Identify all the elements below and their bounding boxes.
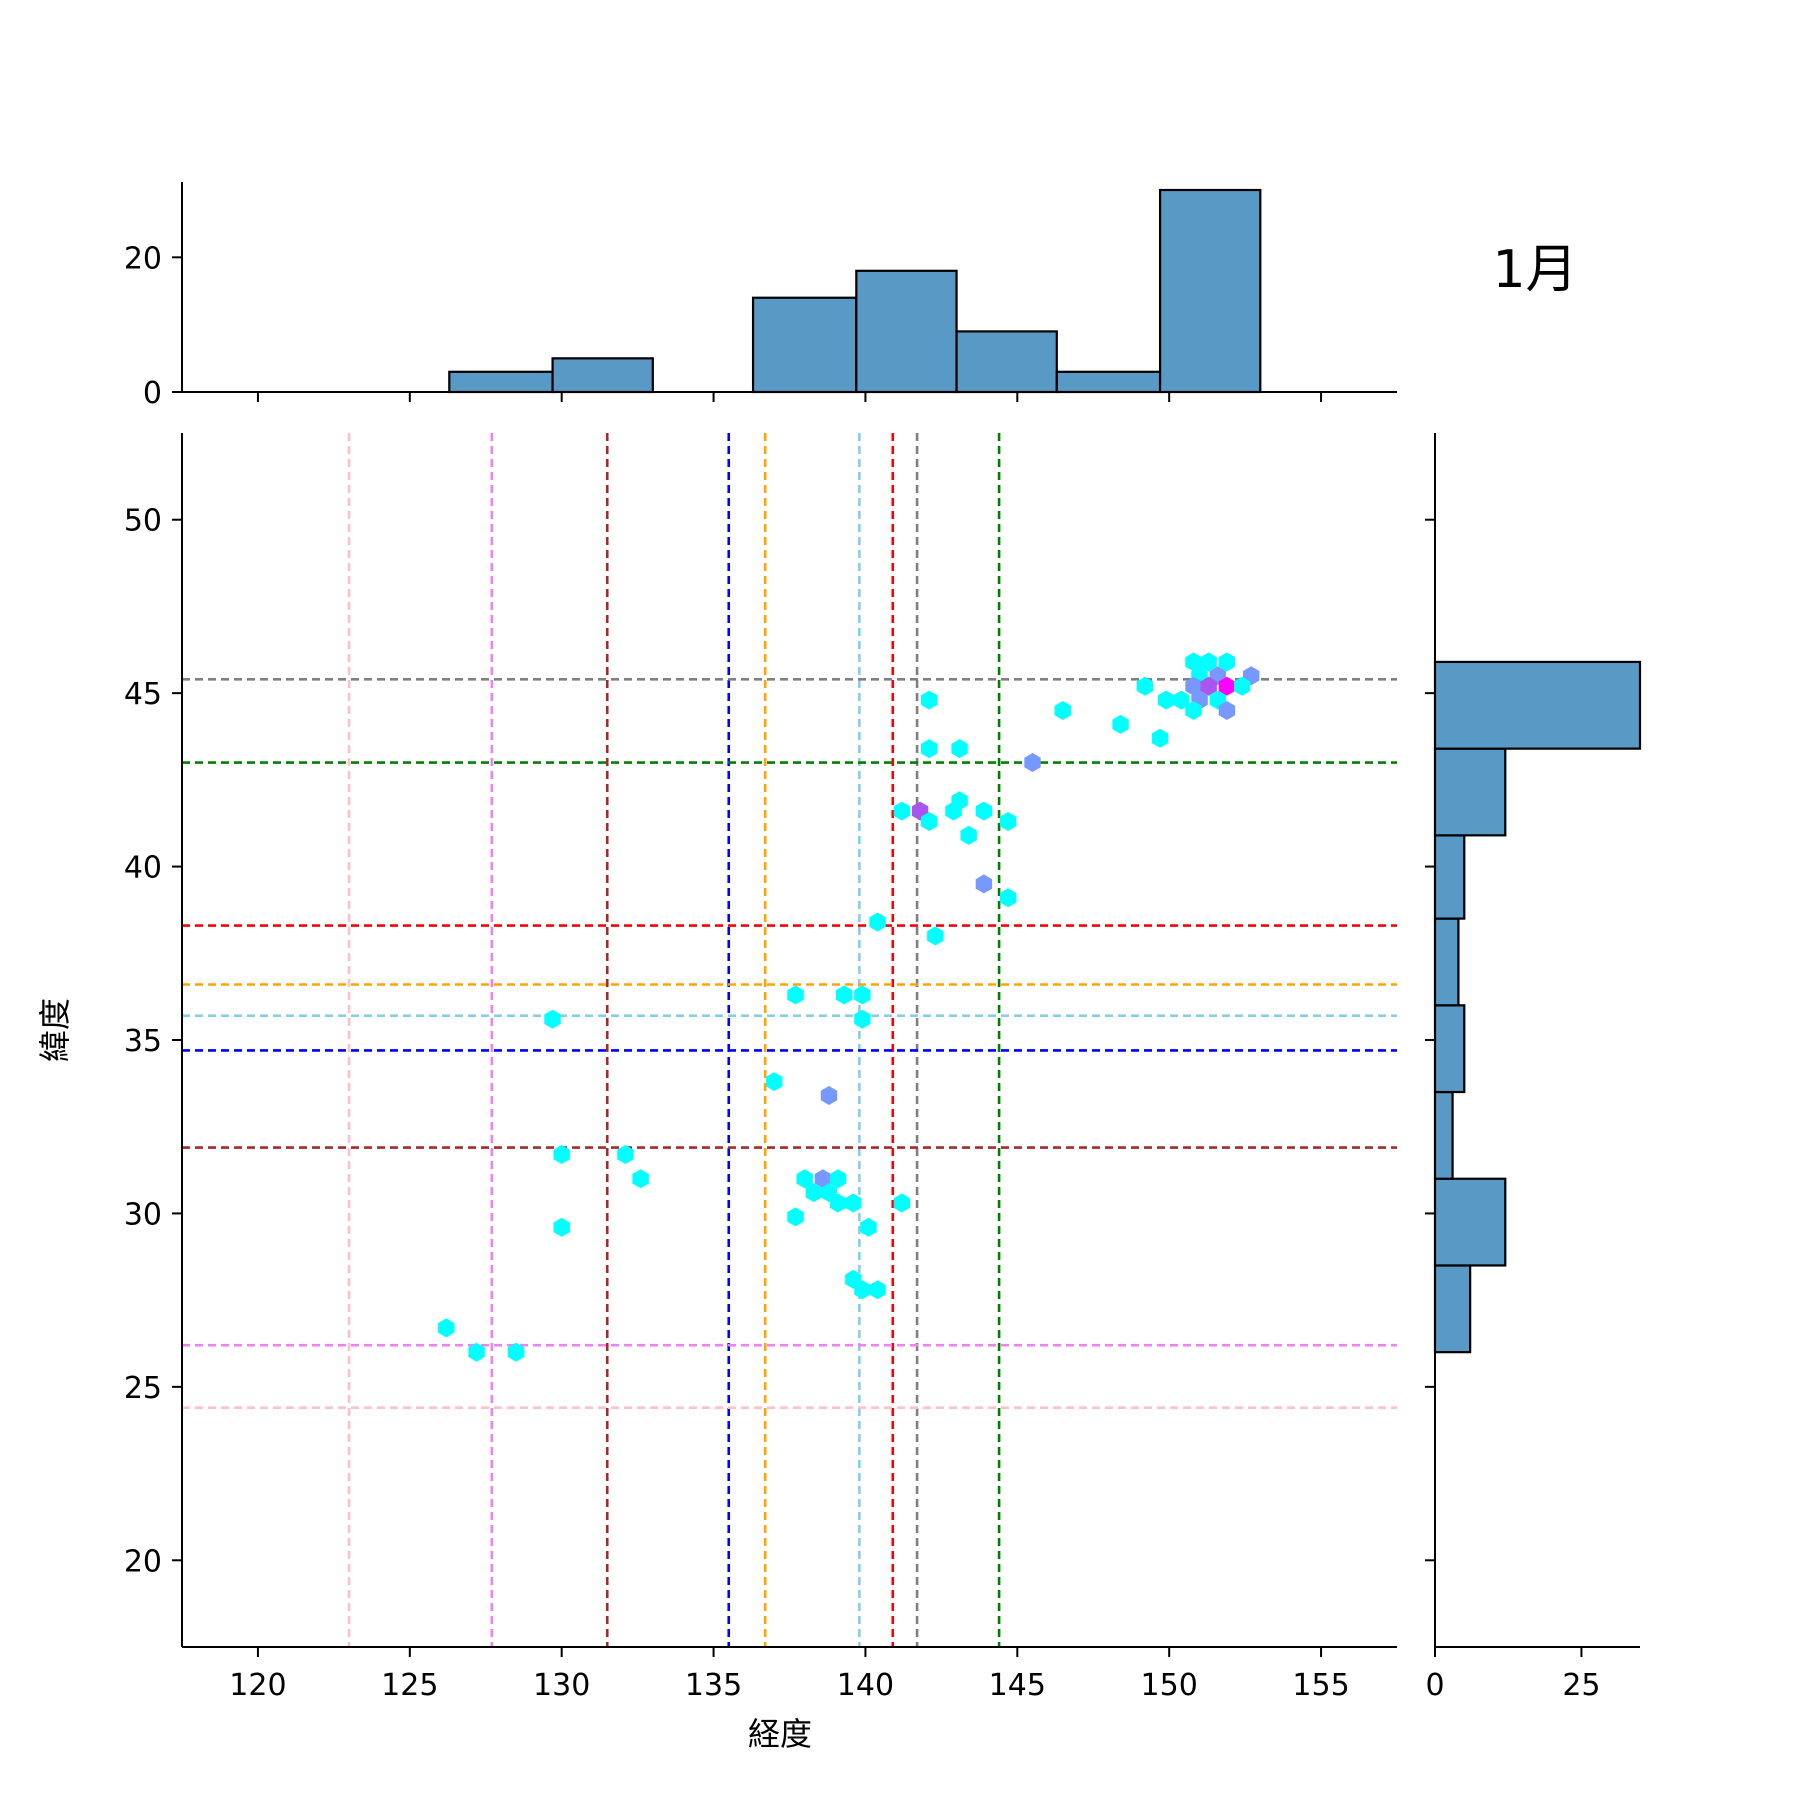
top-hist-bar-6 — [1055, 370, 1162, 394]
hexbin-cell-37 — [835, 985, 853, 1005]
x-tick-label-130: 130 — [533, 1668, 590, 1703]
right-hist-x-tick-label-0: 0 — [1425, 1668, 1444, 1703]
y-tick-label-20: 20 — [124, 1544, 162, 1579]
top-hist-bar-7 — [1158, 188, 1262, 394]
hexbin-cell-53 — [893, 1193, 911, 1213]
month-label: 1月 — [1492, 240, 1577, 300]
top-hist-bar-1 — [551, 357, 654, 394]
y-tick-label-25: 25 — [124, 1371, 162, 1406]
hexbin-cell-49 — [805, 1183, 822, 1203]
hexbin-cell-22 — [951, 739, 968, 759]
hexbin-cell-0 — [1185, 652, 1202, 672]
right-marginal-histogram: 0 25 — [1425, 433, 1642, 1703]
right-hist-bar-7 — [1433, 660, 1642, 750]
hexbin-cell-44 — [617, 1145, 634, 1164]
hexbin-cell-60 — [438, 1318, 455, 1338]
top-hist-bar-5 — [955, 330, 1058, 394]
hexbin-cell-8 — [1200, 676, 1217, 696]
hexbin-cell-6 — [1136, 676, 1154, 696]
reference-lines — [182, 433, 1397, 1647]
x-tick-label-120: 120 — [229, 1668, 286, 1703]
x-tick-label-150: 150 — [1141, 1668, 1198, 1703]
hexbin-cell-12 — [1173, 690, 1190, 710]
hexbin-cell-52 — [845, 1193, 862, 1213]
y-tick-label-40: 40 — [124, 851, 162, 886]
hexbin-cell-46 — [796, 1169, 813, 1189]
hexbin-cell-35 — [927, 926, 944, 946]
hexbin-cell-27 — [945, 801, 962, 821]
top-hist-bar-3 — [751, 296, 858, 394]
top-hist-bar-4 — [855, 269, 958, 394]
hexbin-cell-41 — [766, 1072, 783, 1092]
x-tick-label-145: 145 — [989, 1668, 1046, 1703]
hexbin-cell-19 — [1112, 714, 1129, 734]
x-tick-label-140: 140 — [837, 1668, 894, 1703]
hexbin-cell-25 — [893, 801, 911, 821]
hexbin-cell-16 — [1054, 701, 1072, 720]
hexbin-cell-55 — [553, 1217, 570, 1237]
y-axis-label: 緯度 — [36, 998, 74, 1062]
hexbin-cell-39 — [544, 1009, 561, 1029]
x-tick-label-155: 155 — [1292, 1668, 1349, 1703]
hexbin-cell-51 — [829, 1193, 847, 1213]
top-hist-y-tick-label-0: 0 — [143, 376, 162, 411]
hexbin-cell-47 — [814, 1169, 832, 1189]
right-hist-bar-1 — [1433, 1177, 1507, 1267]
hexbin-cell-34 — [869, 912, 886, 932]
y-tick-label-50: 50 — [124, 504, 162, 539]
x-tick-label-125: 125 — [381, 1668, 438, 1703]
hexbin-cell-2 — [1218, 652, 1236, 672]
hexbin-cell-23 — [1024, 753, 1041, 772]
hexbin-cell-30 — [1000, 812, 1017, 831]
top-hist-bar-0 — [448, 370, 554, 394]
right-hist-bar-0 — [1433, 1264, 1472, 1354]
x-tick-label-135: 135 — [685, 1668, 742, 1703]
y-tick-label-45: 45 — [124, 677, 162, 712]
hexbin-cell-38 — [854, 985, 871, 1005]
hexbin-cell-62 — [507, 1342, 525, 1362]
hexbin-cell-15 — [921, 690, 938, 710]
hexbin-cell-11 — [1157, 690, 1175, 710]
hexbin-cell-32 — [975, 874, 993, 894]
hexbin-cell-42 — [820, 1086, 838, 1105]
hexbin-cell-56 — [860, 1217, 877, 1237]
hexbin-cell-33 — [1000, 888, 1017, 908]
hexbin-cell-17 — [1185, 701, 1202, 720]
hexbin-cell-29 — [921, 812, 938, 831]
right-hist-bar-6 — [1433, 747, 1507, 837]
right-hist-x-tick-label-25: 25 — [1562, 1668, 1600, 1703]
hexbin-cell-28 — [975, 801, 993, 821]
top-hist-y-tick-label-20: 20 — [124, 241, 162, 276]
hexbin-cell-54 — [787, 1207, 804, 1227]
right-hist-bar-5 — [1433, 834, 1466, 920]
hexbin-cell-31 — [960, 825, 977, 845]
joint-plot-area: 120 125 130 135 140 145 150 155 20 25 30 35 40 45 50 — [124, 433, 1397, 1703]
right-hist-bar-2 — [1433, 1090, 1454, 1180]
hexbin-cell-61 — [468, 1342, 485, 1362]
hexbin-cell-1 — [1200, 652, 1217, 672]
hexbin-cell-21 — [921, 739, 938, 759]
hexbin-cell-40 — [854, 1009, 871, 1029]
hexbin-cells — [438, 652, 1260, 1362]
hexbin-cell-36 — [787, 985, 804, 1005]
joint-axes: 120 125 130 135 140 145 150 155 20 25 30 35 40 45 50 — [124, 433, 1397, 1703]
hexbin-cell-9 — [1218, 676, 1236, 696]
y-tick-label-30: 30 — [124, 1197, 162, 1232]
y-tick-label-35: 35 — [124, 1024, 162, 1059]
hexbin-cell-43 — [553, 1145, 570, 1164]
hexbin-cell-20 — [1151, 728, 1169, 748]
right-hist-bar-3 — [1433, 1004, 1466, 1094]
hexbin-cell-58 — [854, 1280, 871, 1300]
right-hist-bar-4 — [1433, 917, 1460, 1007]
hexbin-cell-7 — [1185, 676, 1202, 696]
hexbin-cell-18 — [1218, 701, 1236, 720]
hexbin-cell-10 — [1233, 676, 1251, 696]
hexbin-cell-45 — [632, 1169, 649, 1189]
x-axis-label: 経度 — [748, 1715, 812, 1753]
hexbin-cell-59 — [869, 1280, 886, 1300]
hexbin-cell-48 — [829, 1169, 847, 1189]
top-marginal-histogram: 0 20 — [124, 182, 1397, 411]
